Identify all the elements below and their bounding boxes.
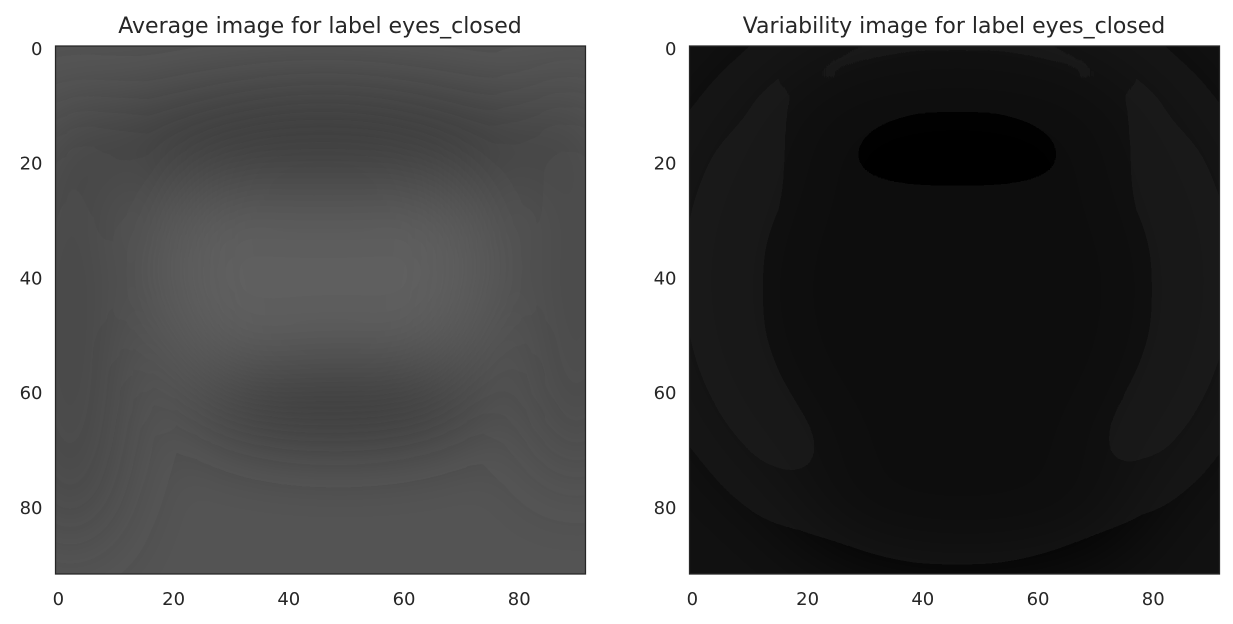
y-tick-label: 0	[31, 39, 42, 60]
average-image	[55, 46, 586, 574]
x-ticks-variability: 0 20 40 60 80	[687, 589, 1165, 610]
y-tick-label: 80	[654, 498, 677, 519]
image-shading-eyebrow-band	[92, 89, 554, 193]
y-tick-label: 20	[20, 154, 43, 175]
axes-frame-variability	[688, 45, 1221, 575]
y-tick-label: 80	[20, 498, 43, 519]
x-tick-label: 60	[1027, 589, 1050, 610]
y-tick-label: 40	[654, 268, 677, 289]
image-shading-right-edge-dark	[519, 71, 586, 485]
y-tick-label: 0	[665, 39, 676, 60]
axes-frame-average	[54, 45, 587, 575]
y-tick-label: 60	[20, 383, 43, 404]
image-shading-closed-eyes-band	[196, 361, 485, 437]
y-ticks-average: 0 20 40 60 80	[20, 39, 43, 519]
x-tick-label: 0	[687, 589, 698, 610]
image-shading-lower-dark	[796, 439, 1142, 574]
image-shading-top-dark	[784, 71, 1131, 187]
x-tick-label: 40	[277, 589, 300, 610]
x-tick-label: 20	[162, 589, 185, 610]
image-shading-center-light	[162, 117, 485, 417]
y-tick-label: 60	[654, 383, 677, 404]
y-tick-label: 40	[20, 268, 43, 289]
x-ticks-average: 0 20 40 60 80	[53, 589, 531, 610]
x-tick-label: 80	[1142, 589, 1165, 610]
subplot-title-variability: Variability image for label eyes_closed	[743, 14, 1166, 39]
y-ticks-variability: 0 20 40 60 80	[654, 39, 677, 519]
x-tick-label: 0	[53, 589, 64, 610]
subplot-average: Average image for label eyes_closed 0 20 4…	[20, 14, 587, 610]
y-tick-label: 20	[654, 154, 677, 175]
x-tick-label: 20	[796, 589, 819, 610]
x-tick-label: 40	[911, 589, 934, 610]
image-shading-eye-band-faint	[853, 370, 1131, 440]
x-tick-label: 80	[508, 589, 531, 610]
x-tick-label: 60	[393, 589, 416, 610]
subplot-title-average: Average image for label eyes_closed	[118, 14, 521, 39]
variability-image	[689, 46, 1220, 574]
image-shading-left-edge-dark	[55, 94, 128, 554]
subplot-variability: Variability image for label eyes_closed …	[654, 14, 1221, 610]
